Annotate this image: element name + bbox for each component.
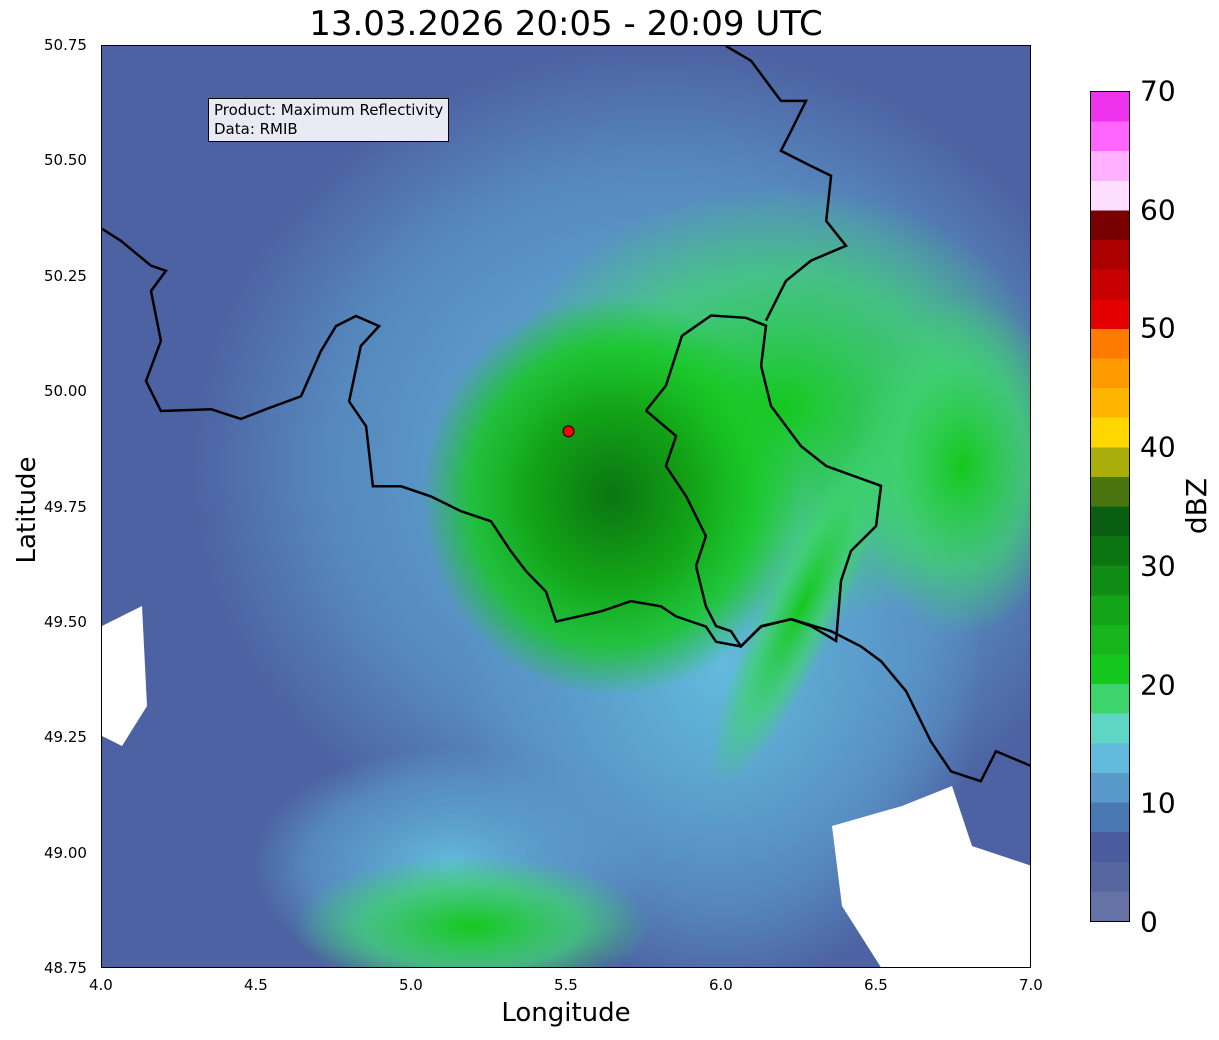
data-source-label: Data: RMIB: [214, 120, 298, 138]
colorbar-tick-label: 60: [1140, 193, 1176, 227]
y-tick-label: 49.50: [44, 612, 87, 631]
colorbar-tick-label: 10: [1140, 786, 1176, 820]
colorbar-tick-label: 70: [1140, 74, 1176, 108]
colorbar-tick-label: 50: [1140, 311, 1176, 345]
x-tick-label: 6.0: [709, 976, 733, 994]
product-label: Product: Maximum Reflectivity: [214, 101, 444, 119]
y-tick-label: 49.25: [44, 728, 87, 747]
y-tick-label: 49.75: [44, 497, 87, 516]
product-info-box: Product: Maximum Reflectivity Data: RMIB: [208, 98, 450, 142]
border-luxembourg: [645, 314, 883, 649]
colorbar-tick-label: 0: [1140, 905, 1158, 939]
x-tick-label: 5.5: [554, 976, 578, 994]
y-axis-label: Latitude: [12, 456, 42, 564]
radar-site-marker[interactable]: [562, 425, 575, 438]
colorbar-tick-label: 40: [1140, 430, 1176, 464]
colorbar-label: dBZ: [1180, 477, 1213, 535]
border-north: [725, 46, 849, 322]
x-tick-label: 4.5: [244, 976, 268, 994]
x-tick-label: 5.0: [399, 976, 423, 994]
y-tick-label: 50.00: [44, 382, 87, 401]
y-tick-label: 50.25: [44, 266, 87, 285]
y-tick-label: 50.50: [44, 151, 87, 170]
plot-title: 13.03.2026 20:05 - 20:09 UTC: [309, 4, 823, 44]
border-national: [102, 227, 1030, 783]
y-tick-label: 50.75: [44, 36, 87, 54]
x-tick-label: 7.0: [1019, 976, 1043, 994]
y-tick-label: 49.00: [44, 843, 87, 862]
colorbar-tick-label: 30: [1140, 549, 1176, 583]
radar-reflectivity-layer: [102, 46, 1030, 967]
radar-map[interactable]: Product: Maximum Reflectivity Data: RMIB: [101, 45, 1031, 968]
colorbar: [1090, 91, 1130, 922]
colorbar-tick-label: 20: [1140, 668, 1176, 702]
x-tick-label: 4.0: [89, 976, 113, 994]
y-tick-label: 48.75: [44, 959, 87, 977]
x-axis-label: Longitude: [501, 998, 631, 1028]
x-tick-label: 6.5: [864, 976, 888, 994]
